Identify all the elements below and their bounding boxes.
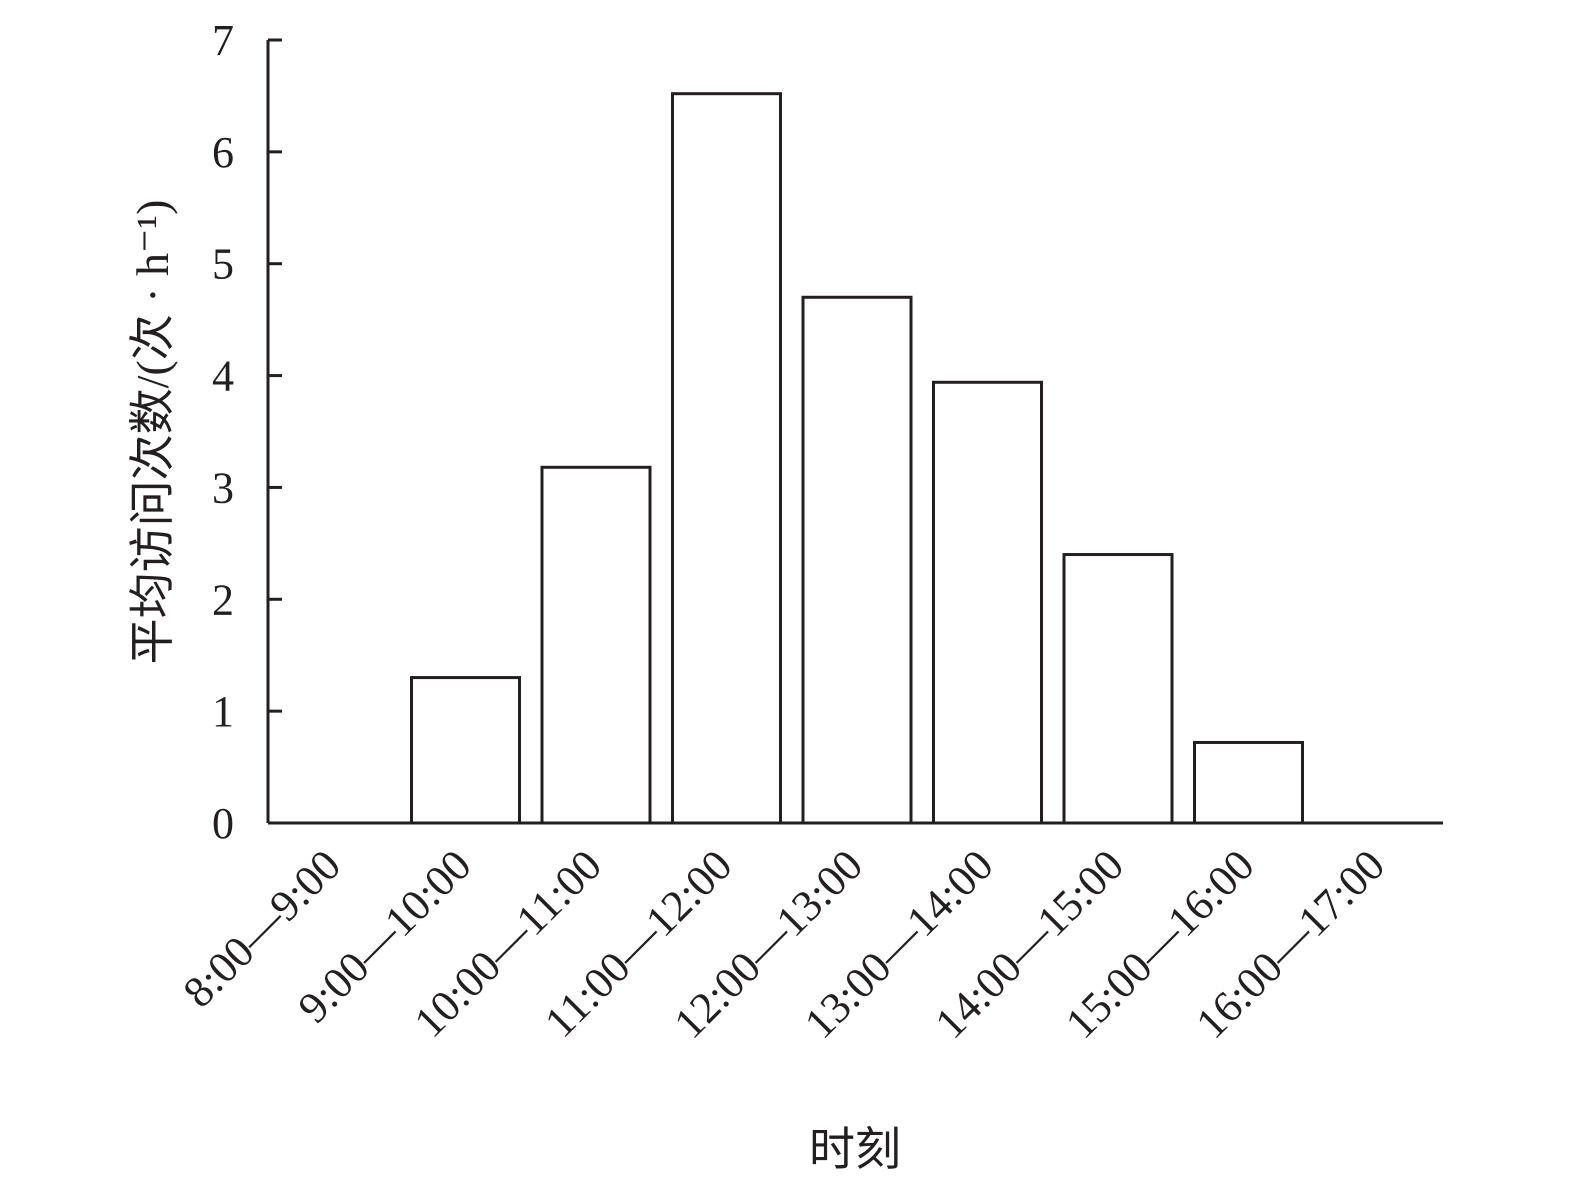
y-axis-ticks: 0 1 2 3 4 5 6 7: [212, 16, 282, 848]
y-tick-label: 4: [212, 352, 234, 401]
y-tick-label: 1: [212, 687, 234, 736]
bar: [410, 676, 521, 825]
x-axis-title: 时刻: [809, 1124, 901, 1175]
bar: [801, 295, 913, 825]
y-tick-label: 6: [212, 128, 234, 177]
y-axis-title: 平均访问次数/(次 · h⁻¹): [127, 200, 178, 665]
bar: [540, 465, 652, 825]
bar-group: [410, 92, 1304, 825]
bar: [932, 380, 1043, 825]
bar: [671, 92, 782, 825]
bar: [1062, 553, 1174, 825]
y-tick-label: 5: [212, 240, 234, 289]
y-tick-label: 7: [212, 16, 234, 65]
y-tick-label: 0: [212, 799, 234, 848]
y-tick-label: 2: [212, 575, 234, 624]
bar: [1193, 740, 1304, 825]
x-axis-tick-labels: 8:00—9:009:00—10:0010:00—11:0011:00—12:0…: [174, 840, 1394, 1048]
y-tick-label: 3: [212, 463, 234, 512]
